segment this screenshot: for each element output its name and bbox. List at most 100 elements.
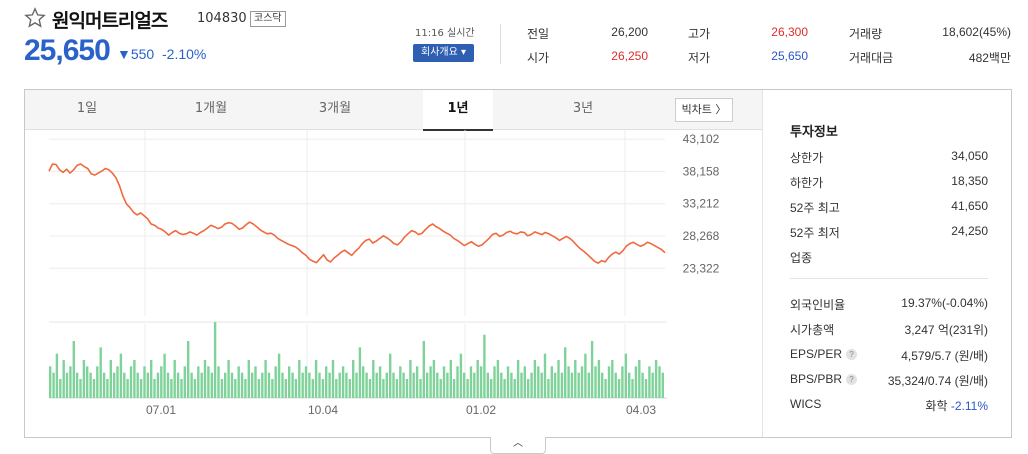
volume-bar [328, 372, 331, 398]
volume-bar [553, 372, 557, 398]
volume-bar [651, 372, 654, 398]
volume-bar [136, 372, 139, 398]
down-arrow-icon: ▼ [117, 46, 131, 62]
change-amount: 550 [130, 46, 155, 62]
price-line [48, 163, 666, 264]
x-tick-label: 07.01 [146, 403, 176, 417]
volume-bar [543, 353, 547, 398]
collapse-chevron-icon[interactable]: ︿ [490, 437, 546, 454]
volume-bar [274, 366, 277, 398]
volume-bar [234, 379, 237, 398]
volume-bar [402, 372, 405, 398]
prev-close-label: 전일 [527, 27, 550, 41]
volume-bar [187, 341, 190, 398]
company-overview-button[interactable]: 회사개요 ▾ [413, 44, 474, 62]
volume-bar [456, 366, 459, 398]
eps-per-label: EPS/PER? [790, 347, 858, 361]
52w-low-value: 24,250 [951, 224, 988, 238]
volume-bar [331, 360, 335, 398]
volume-bar [197, 366, 200, 398]
period-tabs: 1일 1개월 3개월 1년 3년 빅차트 〉 [25, 90, 762, 131]
52w-low-row: 52주 최저 24,250 [790, 224, 988, 240]
big-chart-button[interactable]: 빅차트 〉 [675, 98, 733, 122]
investment-info-title: 투자정보 [790, 125, 838, 140]
volume-bar [264, 360, 267, 398]
volume-bar [658, 366, 661, 398]
volume-bar [547, 379, 550, 398]
volume-bar [65, 372, 69, 398]
volume-bar [230, 372, 234, 398]
market-cap-value: 3,247 억(231위) [904, 323, 988, 337]
volume-bar [281, 372, 284, 398]
volume-bar [513, 379, 516, 398]
tab-3month[interactable]: 3개월 [318, 101, 352, 116]
volume-bar [92, 379, 96, 398]
volume-bar [500, 372, 503, 398]
tab-1month[interactable]: 1개월 [194, 101, 228, 116]
volume-bar [267, 372, 271, 398]
volume-bar [176, 372, 180, 398]
volume-bar [412, 372, 415, 398]
volume-bar [597, 360, 601, 398]
volume-bar [638, 360, 641, 398]
volume-bar [79, 379, 82, 398]
volume-bar [150, 360, 153, 398]
volume-bar [496, 360, 500, 398]
wics-value: 화학 -2.11% [925, 397, 988, 414]
volume-bar [560, 372, 564, 398]
volume-bar [170, 379, 173, 398]
y-tick-label: 43,102 [683, 132, 720, 146]
volume-bar [156, 372, 160, 398]
tab-1day[interactable]: 1일 [76, 101, 98, 116]
volume-bar [261, 372, 264, 398]
volume-bar [503, 379, 506, 398]
volume-bar [271, 379, 274, 398]
tab-1year[interactable]: 1년 [423, 90, 493, 131]
volume-bar [52, 372, 55, 398]
52w-high-value: 41,650 [951, 199, 988, 213]
volume-bar [244, 379, 247, 398]
volume-bar [506, 366, 510, 398]
favorite-star-icon[interactable] [24, 7, 46, 29]
volume-bar [96, 366, 99, 398]
volume-bar [378, 366, 382, 398]
volume-bar [617, 379, 621, 398]
volume-bar [567, 366, 570, 398]
volume-bar [429, 366, 432, 398]
volume-bar [99, 347, 102, 398]
wics-rate: -2.11% [950, 399, 988, 413]
volume-bar [580, 366, 584, 398]
volume-value: 18,602(45%) [942, 25, 1011, 39]
investment-info-panel: 투자정보 상한가 34,050 하한가 18,350 52주 최고 41,650… [762, 90, 1011, 437]
low-value: 25,650 [771, 49, 808, 63]
x-tick-label: 01.02 [466, 403, 496, 417]
volume-bar [153, 379, 156, 398]
volume-bar [294, 379, 298, 398]
volume-bar [442, 366, 446, 398]
price-change: ▼550 [117, 46, 154, 62]
wics-sector[interactable]: 화학 [925, 399, 948, 413]
volume-bar [399, 366, 402, 398]
upper-limit-row: 상한가 34,050 [790, 149, 988, 165]
tab-3year[interactable]: 3년 [572, 101, 594, 116]
volume-bar [452, 379, 456, 398]
upper-limit-label: 상한가 [790, 151, 824, 165]
low-label: 저가 [688, 51, 711, 65]
volume-bar [55, 353, 59, 398]
volume-bar [308, 372, 311, 398]
realtime-label: 11:16 실시간 [415, 28, 475, 39]
volume-bar [257, 379, 261, 398]
volume-bar [641, 372, 644, 398]
price-chart[interactable]: 43,102 38,158 33,212 28,268 23,322 07.01 10.0… [25, 130, 762, 437]
x-tick-label: 04.03 [626, 403, 656, 417]
foreign-ratio-label: 외국인비율 [790, 298, 846, 312]
chart-area: 1일 1개월 3개월 1년 3년 빅차트 〉 43,102 38,158 33,21… [25, 90, 762, 437]
volume-bar [190, 372, 193, 398]
volume-bar [449, 360, 452, 398]
volume-bar [133, 360, 136, 398]
help-icon[interactable]: ? [846, 349, 858, 360]
volume-bar [129, 366, 133, 398]
volume-bar [102, 372, 106, 398]
volume-bar [75, 372, 79, 398]
help-icon[interactable]: ? [846, 374, 858, 385]
